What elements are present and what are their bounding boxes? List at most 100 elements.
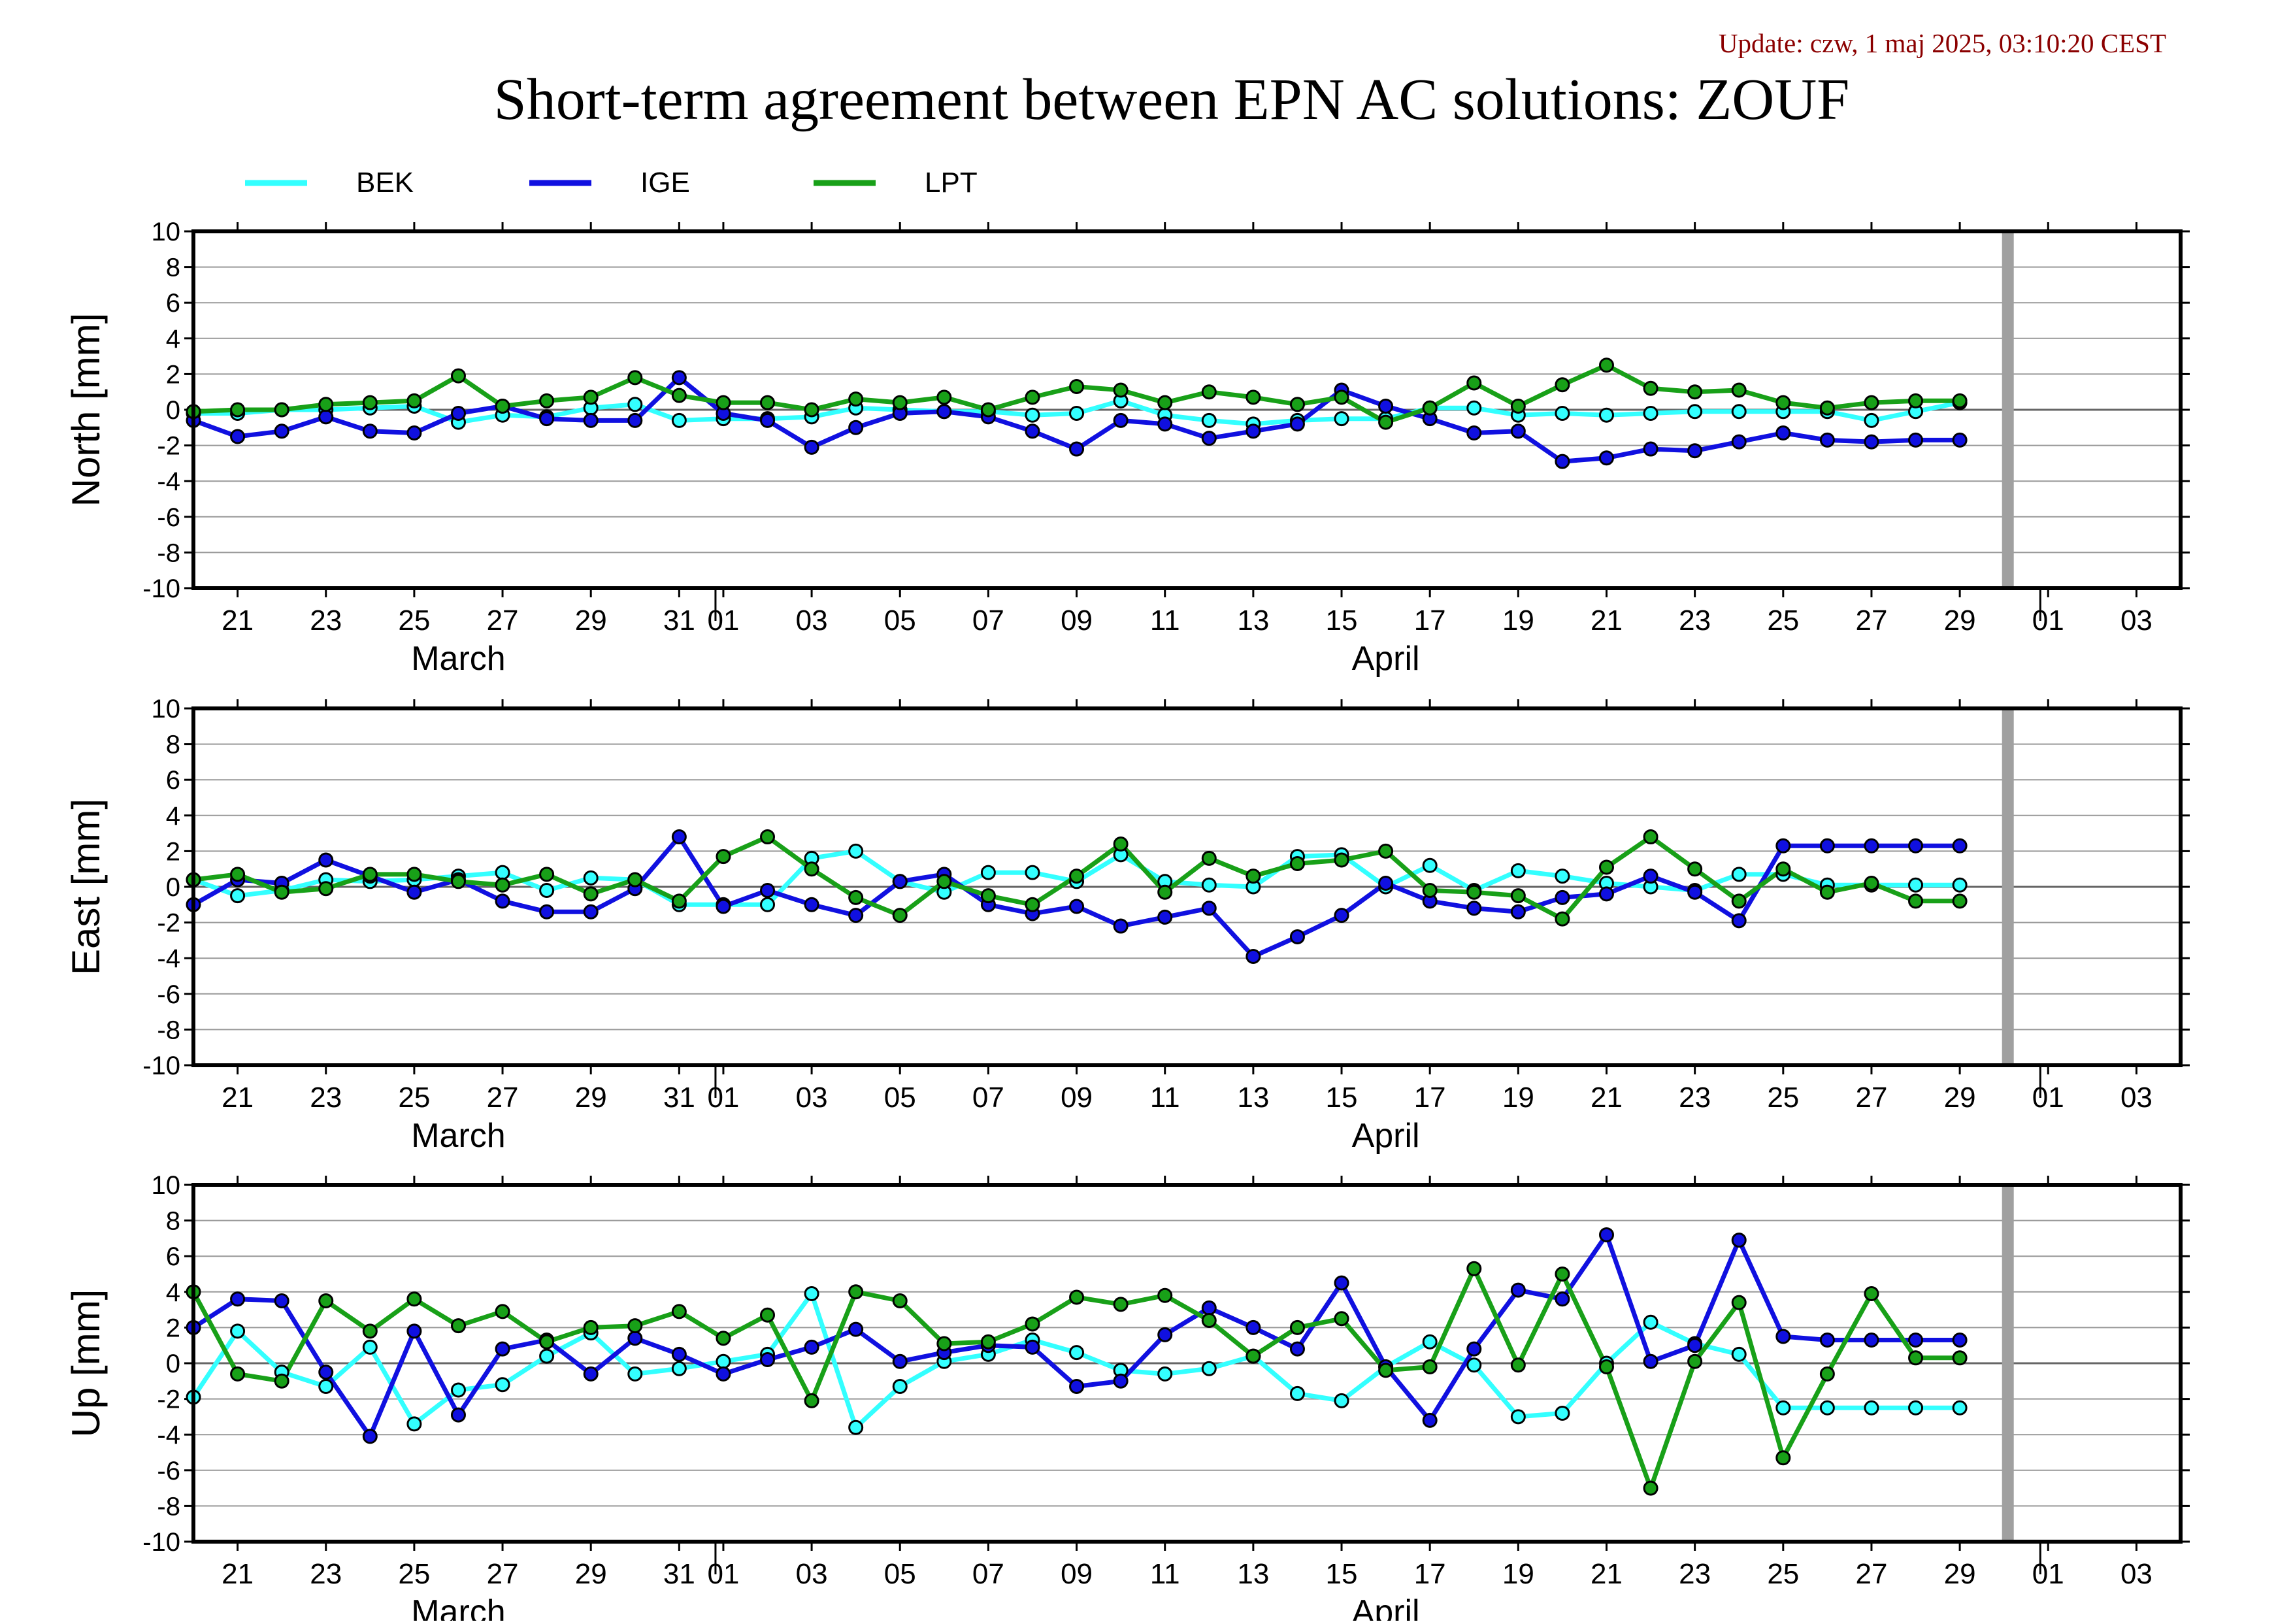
data-point-bek [1422,1334,1438,1350]
data-point-lpt [1775,861,1791,877]
data-point-lpt [1775,395,1791,410]
data-point-lpt [274,1373,289,1389]
data-point-lpt [1598,859,1614,875]
y-tick-label: -4 [157,467,180,496]
x-tick-label: 23 [310,1558,342,1590]
x-tick-label: 19 [1502,1082,1534,1114]
data-point-ige [1157,416,1173,432]
data-point-ige [1643,1353,1658,1369]
data-point-ige [1687,884,1703,900]
x-tick-label: 05 [884,605,916,637]
x-tick-label: 15 [1326,1082,1358,1114]
data-point-ige [318,409,334,425]
data-point-ige [406,1323,422,1339]
data-point-lpt [1069,1289,1085,1305]
data-point-ige [1069,441,1085,457]
data-point-lpt [1378,1363,1394,1378]
x-tick-label: 05 [884,1558,916,1590]
data-point-lpt [1598,1359,1614,1374]
month-label: March [411,1593,505,1621]
x-tick-label: 19 [1502,605,1534,637]
data-point-ige [495,1341,510,1357]
data-point-lpt [362,395,378,410]
data-point-lpt [1819,884,1835,900]
x-tick-label: 09 [1061,1082,1093,1114]
data-point-lpt [539,393,555,408]
data-point-lpt [1157,884,1173,900]
y-tick-label: 6 [166,1242,180,1271]
data-point-ige [1687,443,1703,459]
data-point-ige [1643,869,1658,884]
data-point-lpt [1378,414,1394,430]
x-tick-label: 03 [2120,1558,2153,1590]
data-point-lpt [980,402,996,418]
data-point-lpt [1864,395,1879,410]
data-point-ige [1245,1319,1261,1335]
data-point-bek [1864,412,1879,428]
data-point-bek [1466,1357,1482,1373]
x-tick-label: 31 [663,1558,695,1590]
data-point-lpt [716,849,731,865]
x-tick-label: 15 [1326,1558,1358,1590]
y-tick-label: 8 [166,254,180,282]
data-point-bek [1555,869,1570,884]
data-point-lpt [627,872,643,887]
x-tick-label: 03 [2120,1082,2153,1114]
data-point-lpt [230,867,246,882]
y-axis-label: Up [mm] [64,1289,108,1438]
data-point-lpt [274,884,289,900]
data-point-bek [1025,407,1040,423]
data-point-bek [1510,1409,1526,1425]
data-point-bek [848,843,864,859]
y-tick-label: 4 [166,325,180,354]
x-tick-label: 07 [972,605,1004,637]
data-point-ige [1775,1329,1791,1344]
data-point-ige [627,1331,643,1346]
data-point-lpt [1510,888,1526,904]
data-point-bek [1422,857,1438,873]
data-point-lpt [495,877,510,893]
month-label: April [1352,640,1420,678]
data-point-lpt [450,874,466,889]
panels: 10 8 6 4 2 0 -2 -4 -6 -8 -10 North [mm] 21 23 25 27 29 31… [64,218,2190,1624]
x-tick-label: 21 [222,605,254,637]
data-point-lpt [362,867,378,882]
data-point-lpt [1069,869,1085,884]
data-point-bek [848,1419,864,1435]
month-label: March [411,640,505,678]
data-point-lpt [1952,393,1968,408]
x-tick-label: 03 [2120,605,2153,637]
data-point-ige [1113,412,1129,428]
data-point-lpt [892,908,908,923]
data-point-ige [892,874,908,889]
data-point-lpt [804,1393,819,1408]
x-tick-label: 03 [796,1082,828,1114]
x-tick-label: 11 [1150,1082,1180,1114]
y-tick-label: 10 [152,218,181,246]
data-point-ige [1334,908,1349,923]
data-point-ige [450,1407,466,1423]
data-point-lpt [1289,1319,1305,1335]
data-point-lpt [406,867,422,882]
data-point-ige [1598,1227,1614,1242]
data-point-ige [1289,929,1305,944]
y-tick-label: 4 [166,802,180,831]
data-point-ige [1864,1333,1879,1348]
data-point-lpt [539,867,555,882]
data-point-lpt [804,402,819,418]
plot-frame [191,706,2183,1067]
x-tick-label: 07 [972,1082,1004,1114]
y-tick-label: 6 [166,766,180,795]
x-tick-label: 31 [663,1082,695,1114]
data-point-bek [1819,1400,1835,1416]
data-point-bek [230,888,246,904]
data-point-lpt [1952,893,1968,909]
data-point-ige [1157,1327,1173,1342]
data-point-ige [671,829,687,845]
data-point-lpt [671,388,687,403]
data-point-lpt [848,889,864,905]
data-point-ige [1157,909,1173,925]
data-point-lpt [406,1291,422,1307]
data-point-bek [1643,405,1658,421]
